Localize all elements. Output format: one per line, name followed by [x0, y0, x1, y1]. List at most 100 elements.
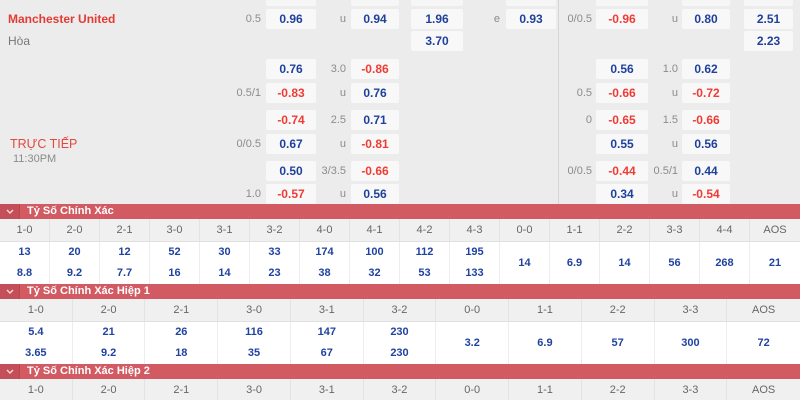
score-odds-value[interactable]: 230 [390, 347, 409, 359]
odds-box[interactable]: -0.66 [351, 161, 399, 181]
score-odds-value[interactable]: 3.65 [25, 347, 47, 359]
score-odds-value[interactable]: 18 [175, 347, 188, 359]
score-odds-value[interactable]: 300 [681, 336, 700, 349]
score-odds-value[interactable]: 6.9 [566, 256, 583, 269]
score-odds-value[interactable]: 13 [18, 246, 31, 258]
score-odds-value[interactable]: 57 [611, 336, 624, 349]
score-odds-value[interactable]: 9.2 [100, 347, 117, 359]
section-header[interactable]: Tỷ Số Chính Xác Hiệp 1 [0, 284, 800, 299]
score-odds-value[interactable]: 53 [418, 267, 431, 279]
odds-box[interactable]: 0.94 [351, 9, 399, 29]
odds-box[interactable]: 0.96 [266, 9, 316, 29]
odds-box[interactable]: -0.44 [596, 161, 648, 181]
odds-box[interactable]: -0.81 [351, 134, 399, 154]
collapse-chevron-icon[interactable] [0, 364, 20, 379]
score-cell: 12 7.7 [100, 242, 150, 284]
handicap-label: 0 [585, 114, 592, 126]
section-header[interactable]: Tỷ Số Chính Xác [0, 204, 800, 219]
score-odds-value[interactable]: 9.2 [66, 267, 83, 279]
odds-box[interactable]: 2.51 [744, 9, 793, 29]
odds-box[interactable]: 0.56 [596, 59, 648, 79]
odds-box[interactable]: 0.50 [266, 161, 316, 181]
odds-box[interactable]: -0.86 [351, 59, 399, 79]
odds-box[interactable]: 0.56 [351, 184, 399, 204]
score-cell: 3.2 [436, 322, 510, 364]
score-odds-value[interactable]: 116 [245, 326, 263, 338]
score-odds-value[interactable]: 112 [415, 246, 434, 258]
score-odds-value[interactable]: 52 [168, 246, 181, 258]
odds-box[interactable]: -0.57 [266, 184, 316, 204]
odds-box[interactable]: -0.54 [682, 184, 730, 204]
collapse-chevron-icon[interactable] [0, 204, 20, 219]
score-column-header: 2-1 [100, 219, 150, 241]
odds-box[interactable]: -0.66 [682, 110, 730, 130]
odds-box[interactable]: 1.96 [411, 9, 463, 29]
score-odds-value[interactable]: 14 [218, 267, 231, 279]
odds-box[interactable]: 0.76 [266, 59, 316, 79]
score-odds-value[interactable]: 23 [268, 267, 281, 279]
odds-box[interactable]: 0.55 [596, 134, 648, 154]
score-odds-value[interactable]: 14 [518, 256, 531, 269]
odds-box[interactable]: 0.93 [506, 9, 556, 29]
odds-box[interactable]: -0.96 [596, 9, 648, 29]
score-odds-value[interactable]: 7.7 [116, 267, 133, 279]
score-odds-value[interactable]: 21 [768, 256, 782, 269]
score-odds-value[interactable]: 133 [465, 267, 484, 279]
score-cell: 112 53 [400, 242, 450, 284]
odds-box[interactable]: 0.44 [682, 161, 730, 181]
score-odds-value[interactable]: 16 [168, 267, 181, 279]
odds-box[interactable]: 0.80 [682, 9, 730, 29]
handicap-label: u [339, 13, 346, 25]
odds-box[interactable]: 0.62 [682, 59, 730, 79]
odds-box[interactable]: 0.34 [596, 184, 648, 204]
score-odds-value[interactable]: 3.2 [464, 336, 480, 349]
odds-box[interactable]: 0.76 [351, 83, 399, 103]
odds-box[interactable]: -0.83 [266, 83, 316, 103]
score-odds-value[interactable]: 33 [268, 246, 281, 258]
score-column-header: 2-2 [582, 299, 655, 321]
score-column-header: 1-0 [0, 299, 73, 321]
odds-box-partial [596, 0, 648, 6]
handicap-label: u [339, 138, 346, 150]
score-odds-value[interactable]: 8.8 [16, 267, 33, 279]
score-odds-value[interactable]: 100 [365, 246, 384, 258]
handicap-label: 1.0 [662, 63, 678, 75]
score-odds-value[interactable]: 32 [368, 267, 381, 279]
odds-box-partial [351, 0, 399, 6]
score-odds-value[interactable]: 268 [715, 256, 734, 269]
score-column-header: 4-3 [450, 219, 500, 241]
odds-box[interactable]: 0.56 [682, 134, 730, 154]
score-odds-value[interactable]: 21 [102, 326, 115, 338]
collapse-chevron-icon[interactable] [0, 284, 20, 299]
score-odds-value[interactable]: 174 [315, 246, 334, 258]
score-odds-value[interactable]: 5.4 [28, 326, 44, 338]
score-column-header: 4-0 [300, 219, 350, 241]
odds-box[interactable]: 0.71 [351, 110, 399, 130]
odds-box[interactable]: -0.66 [596, 83, 648, 103]
score-cell: 13 8.8 [0, 242, 50, 284]
odds-box[interactable]: 0.67 [266, 134, 316, 154]
score-odds-value[interactable]: 14 [618, 256, 631, 269]
score-odds-value[interactable]: 12 [118, 246, 131, 258]
score-odds-value[interactable]: 6.9 [537, 336, 553, 349]
odds-box[interactable]: 2.23 [744, 31, 793, 51]
home-team-name: Manchester United [8, 12, 116, 26]
score-odds-value[interactable]: 26 [175, 326, 188, 338]
score-odds-value[interactable]: 30 [218, 246, 231, 258]
score-odds-value[interactable]: 38 [318, 267, 331, 279]
score-odds-value[interactable]: 230 [390, 326, 409, 338]
section-header[interactable]: Tỷ Số Chính Xác Hiệp 2 [0, 364, 800, 379]
odds-box[interactable]: -0.72 [682, 83, 730, 103]
score-odds-value[interactable]: 195 [465, 246, 484, 258]
score-odds-value[interactable]: 67 [320, 347, 333, 359]
score-odds-value[interactable]: 56 [668, 256, 681, 269]
score-odds-value[interactable]: 35 [247, 347, 261, 359]
odds-box[interactable]: -0.74 [266, 110, 316, 130]
score-odds-value[interactable]: 72 [757, 336, 770, 349]
score-cell: 21 9.2 [73, 322, 146, 364]
odds-box[interactable]: -0.65 [596, 110, 648, 130]
score-odds-value[interactable]: 20 [68, 246, 81, 258]
score-odds-value[interactable]: 147 [317, 326, 336, 338]
odds-box[interactable]: 3.70 [411, 31, 463, 51]
